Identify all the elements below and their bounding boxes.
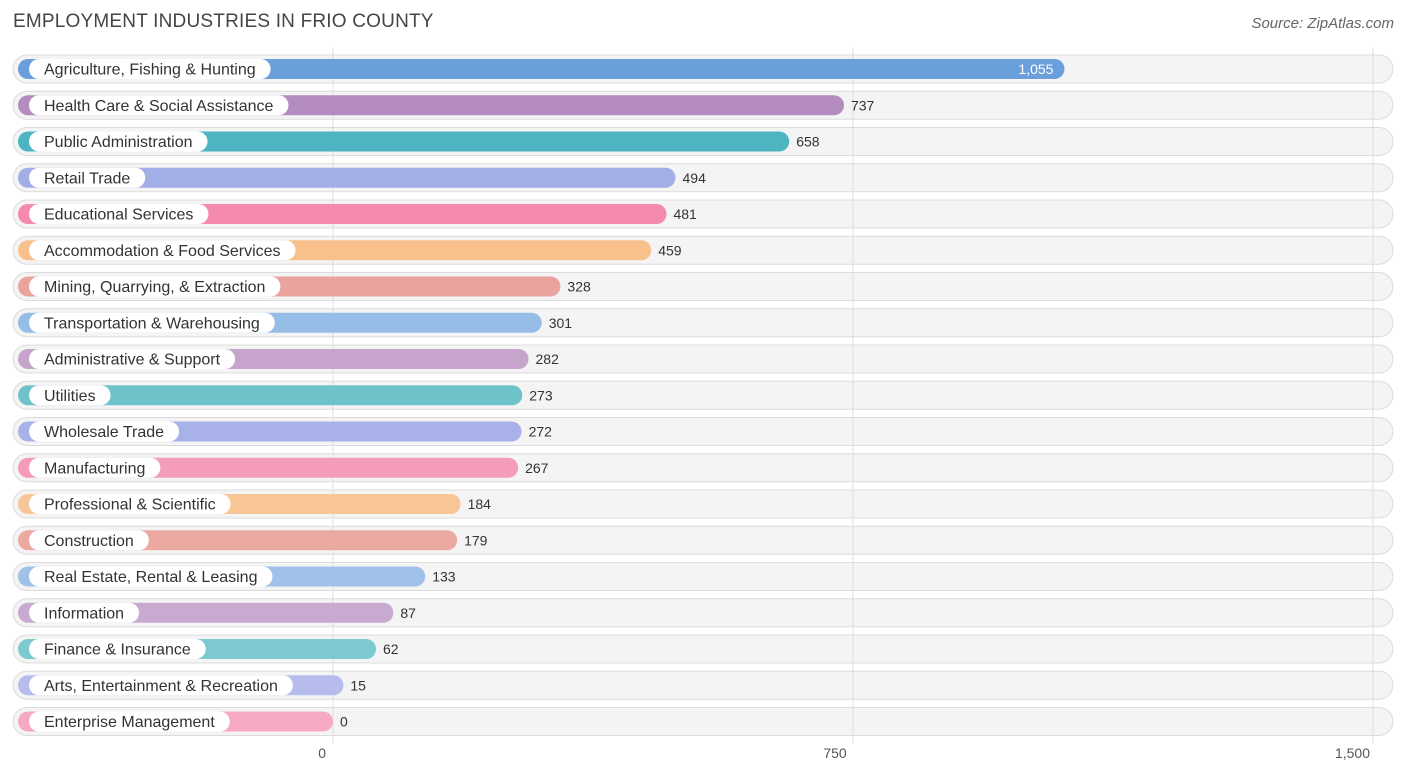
category-label: Educational Services xyxy=(44,207,193,224)
value-label: 481 xyxy=(673,206,697,222)
bar-group: Administrative & Support 282 xyxy=(18,349,559,369)
category-label-pill xyxy=(29,59,271,79)
value-label: 133 xyxy=(432,569,456,585)
value-label: 179 xyxy=(464,532,488,548)
bar-group: Construction 179 xyxy=(18,530,488,551)
bar-group: Transportation & Warehousing 301 xyxy=(18,312,573,333)
category-label: Administrative & Support xyxy=(44,352,221,369)
category-label-pill xyxy=(29,675,293,696)
bar-group: Arts, Entertainment & Recreation 15 xyxy=(18,675,366,696)
bar-group: Health Care & Social Assistance 737 xyxy=(18,95,875,116)
category-label: Mining, Quarrying, & Extraction xyxy=(44,279,265,296)
category-label-pill xyxy=(29,167,146,188)
category-label: Utilities xyxy=(44,388,96,405)
row-background xyxy=(12,707,1394,736)
category-label: Wholesale Trade xyxy=(44,424,164,441)
bar-group: Real Estate, Rental & Leasing 133 xyxy=(18,566,456,587)
category-label: Information xyxy=(44,605,124,622)
bar-group: Retail Trade 494 xyxy=(18,167,707,188)
bar-group: Educational Services 481 xyxy=(18,204,697,224)
category-label: Transportation & Warehousing xyxy=(44,315,260,332)
bar-group: Professional & Scientific 184 xyxy=(18,494,491,514)
value-label: 87 xyxy=(400,605,416,621)
value-label: 658 xyxy=(796,134,820,150)
chart-title: EMPLOYMENT INDUSTRIES IN FRIO COUNTY xyxy=(13,11,434,32)
value-label: 328 xyxy=(567,279,591,295)
category-label: Health Care & Social Assistance xyxy=(44,98,274,115)
bar-group: Utilities 273 xyxy=(18,385,553,406)
bar-group: Information 87 xyxy=(18,602,416,623)
category-label-pill xyxy=(29,240,296,261)
x-tick-label: 0 xyxy=(318,745,326,761)
value-label: 282 xyxy=(536,351,560,367)
category-label-pill xyxy=(29,276,281,297)
category-label: Real Estate, Rental & Leasing xyxy=(44,569,257,586)
category-label-pill xyxy=(29,494,231,514)
category-label-pill xyxy=(29,385,111,406)
value-label: 1,055 xyxy=(1018,61,1053,77)
category-label: Enterprise Management xyxy=(44,714,215,731)
value-label: 0 xyxy=(340,714,348,730)
value-label: 184 xyxy=(468,496,492,512)
category-label: Manufacturing xyxy=(44,460,145,477)
bar-group: Enterprise Management 0 xyxy=(18,711,348,732)
category-label: Retail Trade xyxy=(44,170,130,187)
x-axis: 0 750 1,500 xyxy=(318,745,1370,761)
category-label-pill xyxy=(29,457,161,478)
category-label-pill xyxy=(29,421,180,442)
category-label-pill xyxy=(29,566,273,587)
value-label: 301 xyxy=(549,315,573,331)
value-label: 272 xyxy=(529,424,553,440)
category-label-pill xyxy=(29,711,230,732)
bar-group: Accommodation & Food Services 459 xyxy=(18,240,682,261)
category-label: Professional & Scientific xyxy=(44,497,216,514)
value-label: 15 xyxy=(350,677,366,693)
value-label: 62 xyxy=(383,641,399,657)
chart-source: Source: ZipAtlas.com xyxy=(1251,15,1394,32)
category-label-pill xyxy=(29,639,206,659)
category-label-pill xyxy=(29,204,209,224)
bar xyxy=(18,167,676,188)
category-label-pill xyxy=(29,312,275,333)
bars: Agriculture, Fishing & Hunting 1,055 Healt… xyxy=(18,59,1065,732)
x-tick-label: 1,500 xyxy=(1335,745,1370,761)
category-label-pill xyxy=(29,530,149,551)
category-label: Arts, Entertainment & Recreation xyxy=(44,678,278,695)
value-label: 494 xyxy=(683,170,707,186)
bar-group: Wholesale Trade 272 xyxy=(18,421,553,442)
category-label-pill xyxy=(29,349,236,369)
bar-group: Public Administration 658 xyxy=(18,131,820,152)
category-label: Public Administration xyxy=(44,134,193,151)
category-label-pill xyxy=(29,131,208,152)
category-label: Agriculture, Fishing & Hunting xyxy=(44,62,256,79)
bar xyxy=(18,59,1065,79)
category-label-pill xyxy=(29,602,140,623)
category-label: Construction xyxy=(44,533,134,550)
bar xyxy=(18,385,523,406)
value-label: 273 xyxy=(529,387,553,403)
value-label: 737 xyxy=(851,97,875,113)
category-label-pill xyxy=(29,95,289,116)
bar-group: Manufacturing 267 xyxy=(18,457,549,478)
category-label: Finance & Insurance xyxy=(44,642,191,659)
value-label: 459 xyxy=(658,242,682,258)
category-label: Accommodation & Food Services xyxy=(44,243,281,260)
bar xyxy=(18,131,790,152)
bar-group: Finance & Insurance 62 xyxy=(18,639,399,659)
row-background xyxy=(12,670,1394,700)
value-label: 267 xyxy=(525,460,549,476)
bar-group: Mining, Quarrying, & Extraction 328 xyxy=(18,276,591,297)
x-tick-label: 750 xyxy=(823,745,847,761)
bar-group: Agriculture, Fishing & Hunting 1,055 xyxy=(18,59,1065,79)
